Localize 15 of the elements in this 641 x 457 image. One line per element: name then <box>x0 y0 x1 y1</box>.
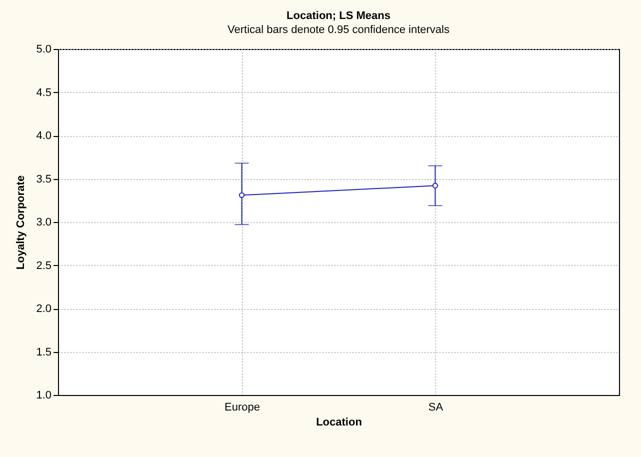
y-tick-label: 4.5 <box>36 86 52 99</box>
y-axis-title: Loyalty Corporate <box>15 175 28 270</box>
chart-title: Location; LS Means <box>286 10 390 22</box>
y-tick-label: 3.5 <box>36 173 52 186</box>
x-tick-label: Europe <box>224 402 260 414</box>
y-tick-label: 1.5 <box>36 346 52 358</box>
y-tick-label: 1.0 <box>36 390 52 402</box>
y-tick-label: 5.0 <box>36 44 52 56</box>
y-tick-label: 4.0 <box>36 130 52 142</box>
chart-subtitle: Vertical bars denote 0.95 confidence intervals <box>228 24 450 36</box>
y-tick-label: 2.0 <box>36 303 52 315</box>
y-tick-label: 3.0 <box>36 216 52 228</box>
x-tick-label: SA <box>428 402 444 414</box>
x-axis-title: Location <box>316 416 362 428</box>
y-tick-label: 2.5 <box>36 260 52 272</box>
